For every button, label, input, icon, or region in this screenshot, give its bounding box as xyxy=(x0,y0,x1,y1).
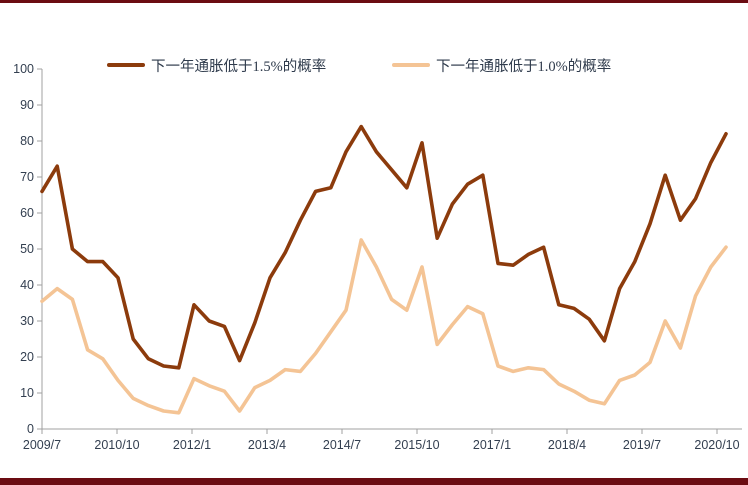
y-axis-label: 10 xyxy=(20,386,34,400)
x-axis-label: 2019/7 xyxy=(623,438,661,452)
y-axis-label: 100 xyxy=(13,62,34,76)
y-axis-label: 90 xyxy=(20,98,34,112)
legend: 下一年通胀低于1.5%的概率 下一年通胀低于1.0%的概率 xyxy=(0,55,748,75)
legend-swatch-1-5pct-icon xyxy=(107,63,145,67)
x-axis-label: 2012/1 xyxy=(173,438,211,452)
legend-entry-1-0pct: 下一年通胀低于1.0%的概率 xyxy=(392,55,611,75)
x-axis-label: 2018/4 xyxy=(548,438,586,452)
x-axis-label: 2013/4 xyxy=(248,438,286,452)
y-axis-label: 0 xyxy=(27,422,34,436)
y-axis-label: 60 xyxy=(20,206,34,220)
bottom-border-bar xyxy=(0,478,748,485)
series-line-below-1-0pct xyxy=(40,238,728,415)
x-axis-label: 2009/7 xyxy=(23,438,61,452)
series-line-below-1-5pct xyxy=(40,124,728,370)
legend-label-1-0pct: 下一年通胀低于1.0%的概率 xyxy=(436,58,612,75)
x-axis-label: 2010/10 xyxy=(94,438,139,452)
legend-entry-1-5pct: 下一年通胀低于1.5%的概率 xyxy=(107,55,326,75)
top-border-bar xyxy=(0,0,748,3)
y-axis-label: 30 xyxy=(20,314,34,328)
x-axis-label: 2020/10 xyxy=(694,438,739,452)
y-axis-label: 20 xyxy=(20,350,34,364)
y-axis-label: 80 xyxy=(20,134,34,148)
x-axis-label: 2017/1 xyxy=(473,438,511,452)
y-axis-label: 70 xyxy=(20,170,34,184)
x-axis-label: 2015/10 xyxy=(394,438,439,452)
legend-label-1-5pct: 下一年通胀低于1.5%的概率 xyxy=(151,58,327,75)
y-axis-label: 50 xyxy=(20,242,34,256)
x-axis-label: 2014/7 xyxy=(323,438,361,452)
legend-swatch-1-0pct-icon xyxy=(392,63,430,67)
y-axis-label: 40 xyxy=(20,278,34,292)
